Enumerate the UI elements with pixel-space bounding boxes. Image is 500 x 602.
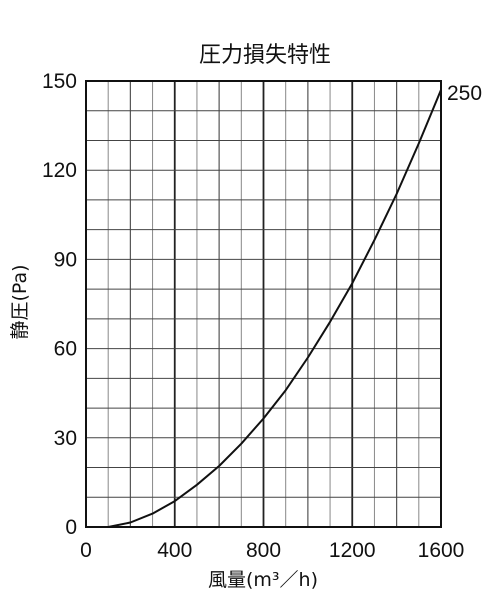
x-tick-label: 800 bbox=[246, 539, 281, 562]
x-tick-label: 400 bbox=[157, 539, 192, 562]
series-label: 250 bbox=[447, 82, 482, 105]
grid bbox=[85, 80, 442, 528]
chart-title: 圧力損失特性 bbox=[199, 43, 331, 68]
x-tick-label: 1200 bbox=[329, 539, 376, 562]
x-axis-title: 風量(m³／h) bbox=[208, 569, 318, 591]
y-tick-label: 60 bbox=[54, 338, 77, 361]
y-tick-label: 150 bbox=[42, 70, 77, 93]
y-tick-label: 90 bbox=[54, 248, 77, 271]
y-tick-label: 0 bbox=[65, 516, 77, 539]
x-tick-label: 0 bbox=[80, 539, 92, 562]
plot-frame bbox=[85, 80, 442, 528]
y-axis-title: 静圧(Pa) bbox=[9, 264, 31, 339]
y-tick-label: 30 bbox=[54, 427, 77, 450]
tick-labels: 0 30 60 90 120 150 0 400 800 1200 1600 bbox=[42, 70, 464, 562]
y-tick-label: 120 bbox=[42, 159, 77, 182]
series-layer: 250 bbox=[107, 82, 482, 528]
x-tick-label: 1600 bbox=[418, 539, 465, 562]
series-line-250 bbox=[107, 88, 442, 528]
